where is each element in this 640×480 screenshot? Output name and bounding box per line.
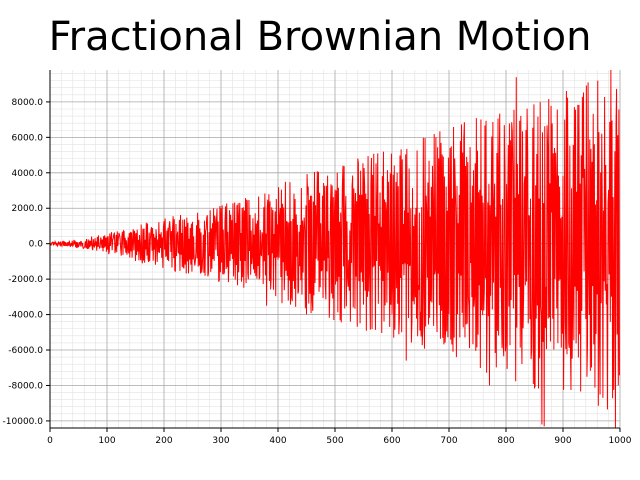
y-tick-label: 6000.0 bbox=[12, 133, 44, 143]
x-tick-label: 1000 bbox=[609, 436, 632, 446]
y-tick-label: -10000.0 bbox=[3, 417, 44, 427]
x-tick-label: 0 bbox=[47, 436, 53, 446]
x-tick-label: 100 bbox=[98, 436, 115, 446]
x-tick-label: 500 bbox=[326, 436, 343, 446]
y-tick-label: 2000.0 bbox=[12, 204, 44, 214]
chart-title: Fractional Brownian Motion bbox=[48, 14, 592, 60]
y-tick-label: 8000.0 bbox=[12, 98, 44, 108]
y-tick-label: -6000.0 bbox=[8, 346, 43, 356]
x-tick-label: 400 bbox=[269, 436, 286, 446]
x-tick-label: 900 bbox=[554, 436, 571, 446]
fbm-series-line bbox=[49, 69, 620, 429]
y-tick-label: -4000.0 bbox=[8, 311, 43, 321]
x-tick-label: 600 bbox=[383, 436, 400, 446]
y-tick-label: 0.0 bbox=[29, 240, 44, 250]
x-tick-label: 800 bbox=[497, 436, 514, 446]
x-tick-label: 700 bbox=[440, 436, 457, 446]
x-axis-ticks: 0 100 200 300 400 500 600 700 800 900 1000 bbox=[47, 428, 632, 446]
y-tick-label: -8000.0 bbox=[8, 381, 43, 391]
y-tick-label: -2000.0 bbox=[8, 275, 43, 285]
x-tick-label: 300 bbox=[212, 436, 229, 446]
x-tick-label: 200 bbox=[155, 436, 172, 446]
y-axis-ticks: 8000.0 6000.0 4000.0 2000.0 0.0 -2000.0 -4000.… bbox=[3, 98, 50, 427]
y-tick-label: 4000.0 bbox=[12, 169, 44, 179]
